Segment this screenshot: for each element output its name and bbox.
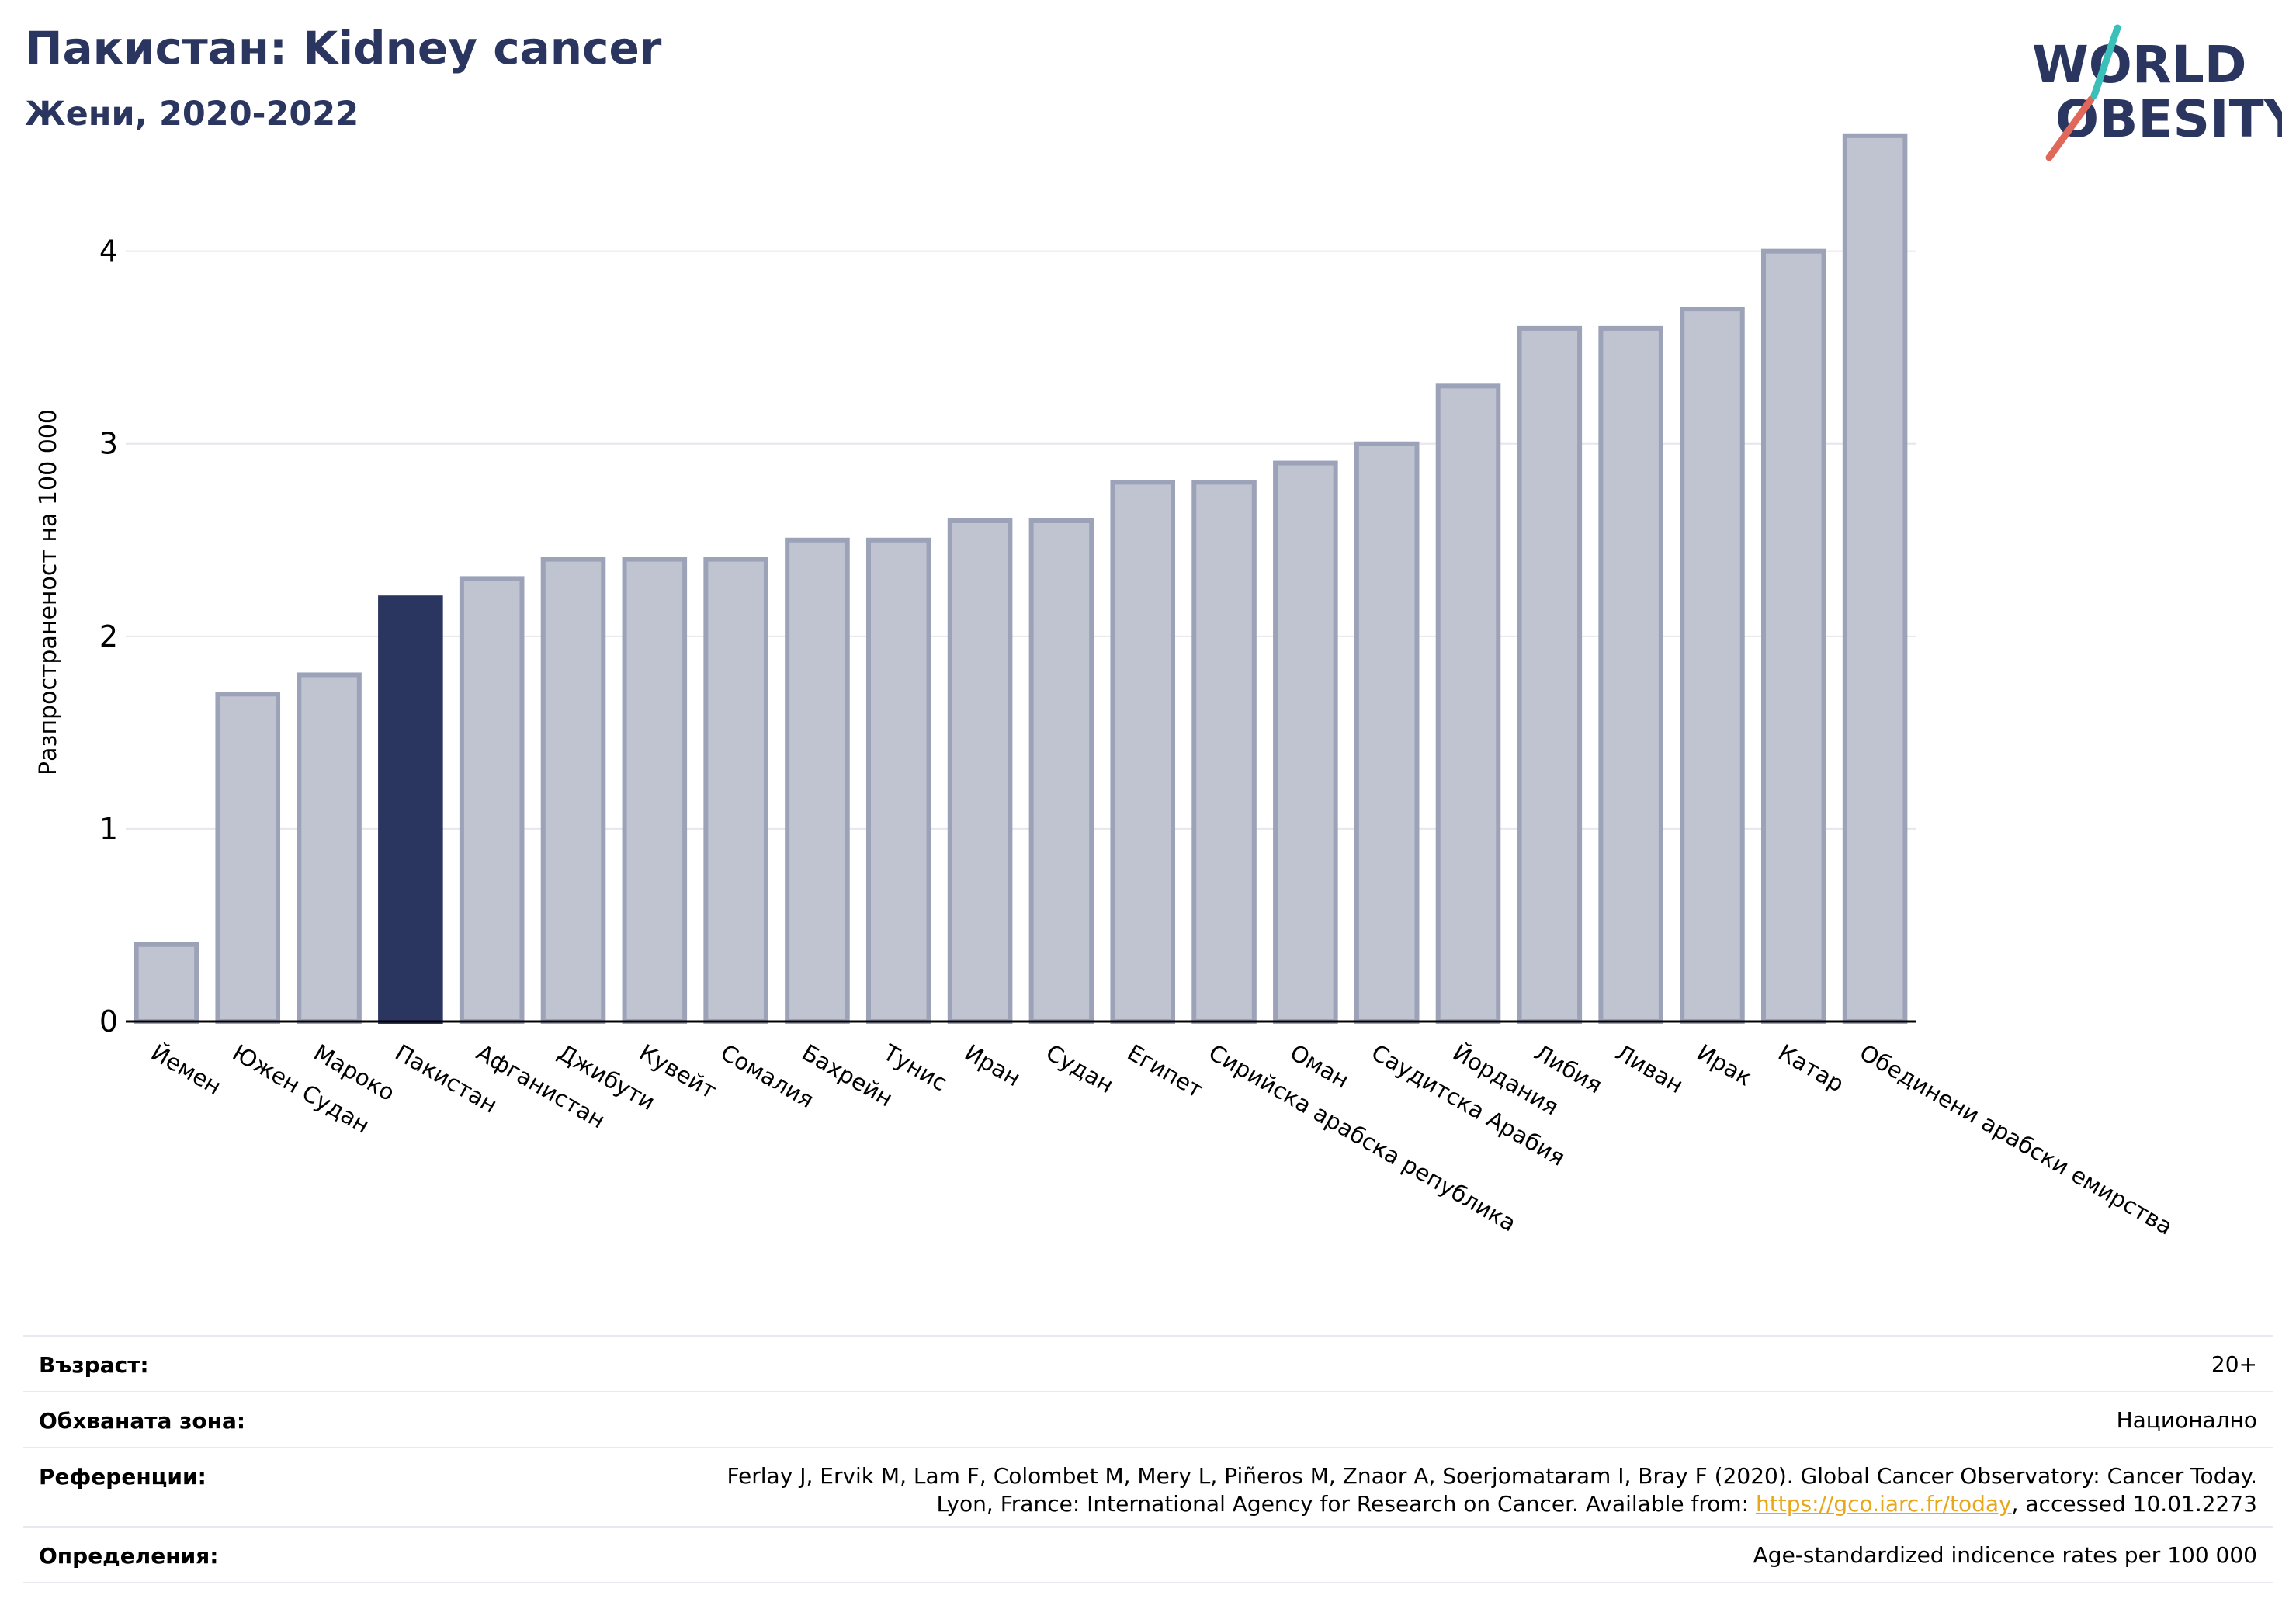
references-link[interactable]: https://gco.iarc.fr/today xyxy=(1756,1491,2012,1517)
bar-11 xyxy=(947,518,1013,1024)
bar-4 xyxy=(378,595,443,1024)
info-row-area: Обхваната зона: Национално xyxy=(23,1391,2273,1447)
logo-slash-teal xyxy=(2090,24,2121,99)
y-tick-label: 0 xyxy=(99,1004,118,1039)
references-value: Ferlay J, Ervik M, Lam F, Colombet M, Me… xyxy=(727,1462,2257,1518)
bar-3 xyxy=(297,672,362,1025)
x-tick-label: Южен Судан xyxy=(228,1039,374,1139)
bar-10 xyxy=(865,537,931,1024)
x-tick-labels: Йемен Южен СуданМарокоПакистанАфганистанД… xyxy=(147,1039,2177,1240)
bar-16 xyxy=(1354,441,1420,1024)
y-tick-label: 4 xyxy=(99,234,118,269)
bar-22 xyxy=(1842,133,1908,1025)
area-value: Национално xyxy=(2116,1407,2257,1433)
bar-chart: 0 1 2 3 4 Йемен Южен СуданМарокоПакистанАфган… xyxy=(35,133,2177,1240)
x-tick-label: Ливан xyxy=(1611,1039,1688,1099)
bar-12 xyxy=(1028,518,1094,1024)
references-key: Референции: xyxy=(39,1464,206,1489)
info-row-references: Референции: Ferlay J, Ervik M, Lam F, Co… xyxy=(23,1447,2273,1526)
x-tick-label: Иран xyxy=(960,1039,1025,1092)
definitions-value: Age-standardized indicence rates per 100… xyxy=(1753,1542,2257,1568)
references-line2-post: , accessed 10.01.2273 xyxy=(2011,1491,2257,1517)
x-tick-label: Ирак xyxy=(1692,1039,1756,1091)
y-tick-label: 1 xyxy=(99,812,118,846)
bar-8 xyxy=(703,557,768,1024)
bar-21 xyxy=(1760,248,1826,1025)
references-line2: Lyon, France: International Agency for R… xyxy=(727,1490,2257,1518)
age-key: Възраст: xyxy=(39,1352,149,1378)
bar-5 xyxy=(459,576,525,1024)
bar-20 xyxy=(1680,307,1745,1025)
x-tick-label: Обединени арабски емирства xyxy=(1855,1039,2177,1240)
chart-subtitle: Жени, 2020-2022 xyxy=(25,95,359,134)
bars xyxy=(134,133,1908,1025)
x-tick-label: Йемен xyxy=(147,1039,226,1101)
bar-19 xyxy=(1598,325,1663,1024)
bar-1 xyxy=(134,942,199,1025)
chart-title: Пакистан: Kidney cancer xyxy=(25,22,662,75)
x-tick-label: Судан xyxy=(1042,1039,1119,1099)
references-line1: Ferlay J, Ervik M, Lam F, Colombet M, Me… xyxy=(727,1463,2257,1489)
bar-17 xyxy=(1435,383,1501,1024)
bar-2 xyxy=(215,692,281,1024)
y-tick-label: 3 xyxy=(99,427,118,461)
world-obesity-logo: WORLD OBESITY xyxy=(2032,24,2282,161)
bar-9 xyxy=(785,537,850,1024)
x-tick-label: Сомалия xyxy=(716,1039,819,1114)
age-value: 20+ xyxy=(2211,1351,2257,1377)
definitions-key: Определения: xyxy=(39,1543,219,1569)
y-tick-label: 2 xyxy=(99,619,118,654)
x-tick-label: Египет xyxy=(1123,1039,1208,1104)
x-tick-label: Бахрейн xyxy=(797,1039,897,1112)
x-tick-label: Катар xyxy=(1774,1039,1848,1098)
y-tick-labels: 0 1 2 3 4 xyxy=(99,234,118,1039)
area-key: Обхваната зона: xyxy=(39,1408,246,1434)
logo-slash-red xyxy=(2045,95,2095,161)
bar-18 xyxy=(1517,325,1583,1024)
logo-line1: WORLD xyxy=(2032,35,2247,95)
info-row-age: Възраст: 20+ xyxy=(23,1335,2273,1391)
bar-6 xyxy=(540,557,606,1024)
info-table: Възраст: 20+ Обхваната зона: Национално … xyxy=(23,1335,2273,1583)
y-axis-label: Разпространеност на 100 000 xyxy=(35,409,62,775)
bar-7 xyxy=(622,557,688,1024)
references-line2-pre: Lyon, France: International Agency for R… xyxy=(936,1491,1756,1517)
bar-15 xyxy=(1273,460,1338,1024)
bar-14 xyxy=(1191,480,1257,1024)
bar-13 xyxy=(1110,480,1176,1024)
info-row-definitions: Определения: Age-standardized indicence … xyxy=(23,1526,2273,1583)
